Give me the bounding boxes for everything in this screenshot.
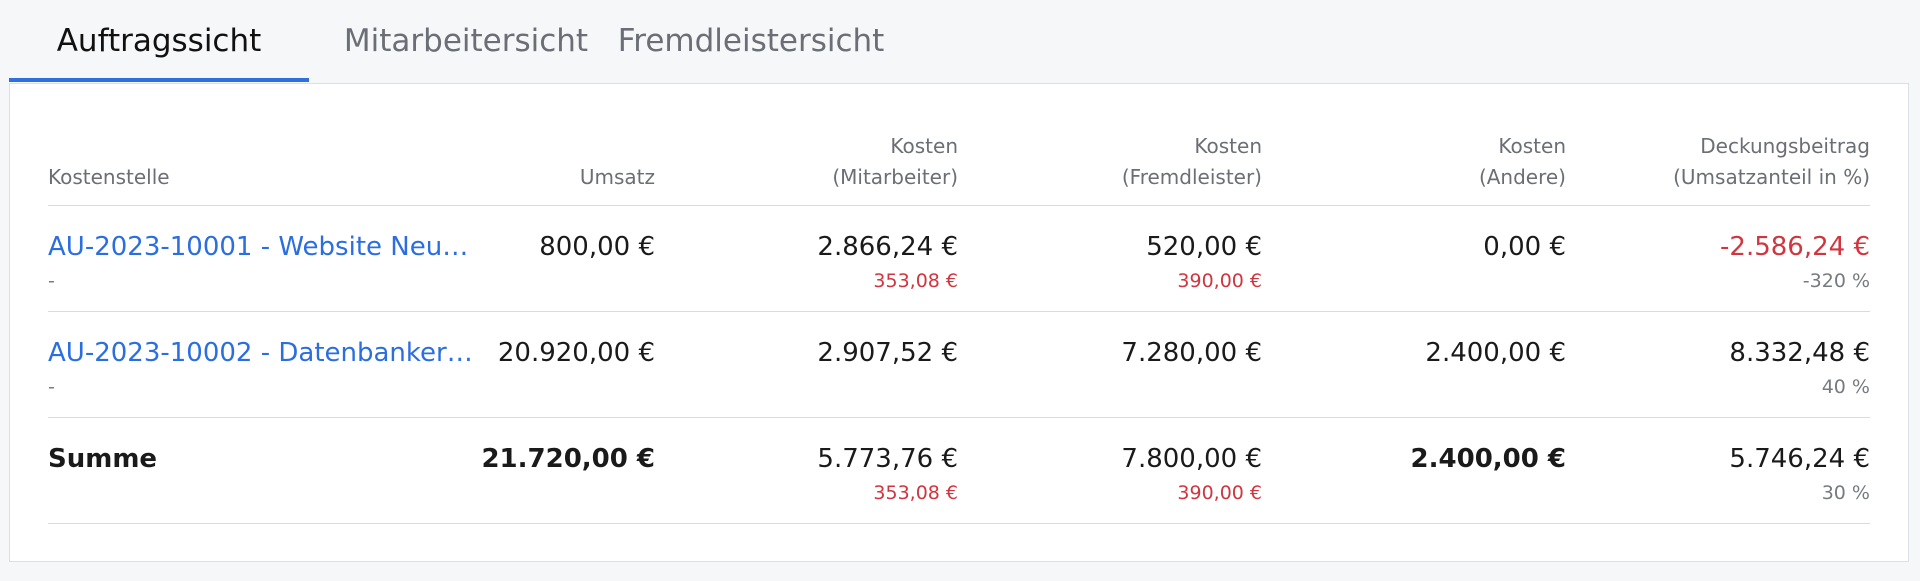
summe-deckungsbeitrag: 5.746,24 € bbox=[1729, 444, 1870, 474]
header-kosten-mitarbeiter-line2: (Mitarbeiter) bbox=[832, 165, 958, 189]
view-tabs: Auftragssicht Mitarbeitersicht Fremdleis… bbox=[9, 0, 885, 82]
header-kosten-andere-line2: (Andere) bbox=[1478, 165, 1566, 189]
summe-kosten-fremdleister-sub: 390,00 € bbox=[1177, 482, 1262, 504]
header-kosten-andere: Kosten (Andere) bbox=[1266, 131, 1566, 193]
tab-auftragssicht[interactable]: Auftragssicht bbox=[9, 0, 309, 82]
tab-mitarbeitersicht[interactable]: Mitarbeitersicht bbox=[343, 23, 589, 59]
umsatz-value: 20.920,00 € bbox=[497, 338, 655, 368]
umsatzanteil-value: 40 % bbox=[1821, 376, 1870, 398]
header-kosten-fremdleister-line1: Kosten bbox=[1194, 134, 1262, 158]
kostenstelle-subtitle: - bbox=[48, 270, 55, 292]
summe-kosten-mitarbeiter: 5.773,76 € bbox=[817, 444, 958, 474]
header-kosten-fremdleister: Kosten (Fremdleister) bbox=[962, 131, 1262, 193]
header-deckungsbeitrag: Deckungsbeitrag (Umsatzanteil in %) bbox=[1570, 131, 1870, 193]
header-umsatz-label: Umsatz bbox=[579, 165, 655, 189]
table-row: AU-2023-10001 - Website Neuerstellung - … bbox=[48, 206, 1870, 312]
kosten-andere-value: 2.400,00 € bbox=[1425, 338, 1566, 368]
cost-table: Kostenstelle Umsatz Kosten (Mitarbeiter)… bbox=[48, 84, 1870, 524]
header-deckungsbeitrag-line2: (Umsatzanteil in %) bbox=[1673, 165, 1870, 189]
tab-fremdleistersicht[interactable]: Fremdleistersicht bbox=[617, 23, 885, 59]
header-kosten-mitarbeiter: Kosten (Mitarbeiter) bbox=[658, 131, 958, 193]
kosten-fremdleister-value: 7.280,00 € bbox=[1121, 338, 1262, 368]
table-header-row: Kostenstelle Umsatz Kosten (Mitarbeiter)… bbox=[48, 84, 1870, 206]
kostenstelle-subtitle: - bbox=[48, 376, 55, 398]
report-panel: Kostenstelle Umsatz Kosten (Mitarbeiter)… bbox=[9, 83, 1909, 562]
summe-kosten-mitarbeiter-sub: 353,08 € bbox=[873, 482, 958, 504]
table-row: AU-2023-10002 - Datenbankerstellung - 20… bbox=[48, 312, 1870, 418]
header-kostenstelle-label: Kostenstelle bbox=[48, 165, 170, 189]
summe-kosten-fremdleister: 7.800,00 € bbox=[1121, 444, 1262, 474]
header-kosten-andere-line1: Kosten bbox=[1498, 134, 1566, 158]
summe-umsatzanteil: 30 % bbox=[1821, 482, 1870, 504]
summe-label: Summe bbox=[48, 444, 158, 474]
kosten-andere-value: 0,00 € bbox=[1483, 232, 1566, 262]
umsatz-value: 800,00 € bbox=[539, 232, 655, 262]
summe-kosten-andere: 2.400,00 € bbox=[1410, 444, 1566, 474]
deckungsbeitrag-value: -2.586,24 € bbox=[1720, 232, 1870, 262]
kosten-mitarbeiter-value: 2.907,52 € bbox=[817, 338, 958, 368]
header-umsatz: Umsatz bbox=[355, 162, 655, 193]
deckungsbeitrag-value: 8.332,48 € bbox=[1729, 338, 1870, 368]
header-kostenstelle: Kostenstelle bbox=[48, 162, 488, 193]
header-kosten-mitarbeiter-line1: Kosten bbox=[890, 134, 958, 158]
kosten-mitarbeiter-value: 2.866,24 € bbox=[817, 232, 958, 262]
header-deckungsbeitrag-line1: Deckungsbeitrag bbox=[1700, 134, 1870, 158]
summe-umsatz: 21.720,00 € bbox=[481, 444, 655, 474]
header-kosten-fremdleister-line2: (Fremdleister) bbox=[1121, 165, 1262, 189]
table-summary-row: Summe 21.720,00 € 5.773,76 € 353,08 € 7.… bbox=[48, 418, 1870, 524]
kosten-fremdleister-subvalue: 390,00 € bbox=[1177, 270, 1262, 292]
kosten-fremdleister-value: 520,00 € bbox=[1146, 232, 1262, 262]
umsatzanteil-value: -320 % bbox=[1802, 270, 1870, 292]
kosten-mitarbeiter-subvalue: 353,08 € bbox=[873, 270, 958, 292]
